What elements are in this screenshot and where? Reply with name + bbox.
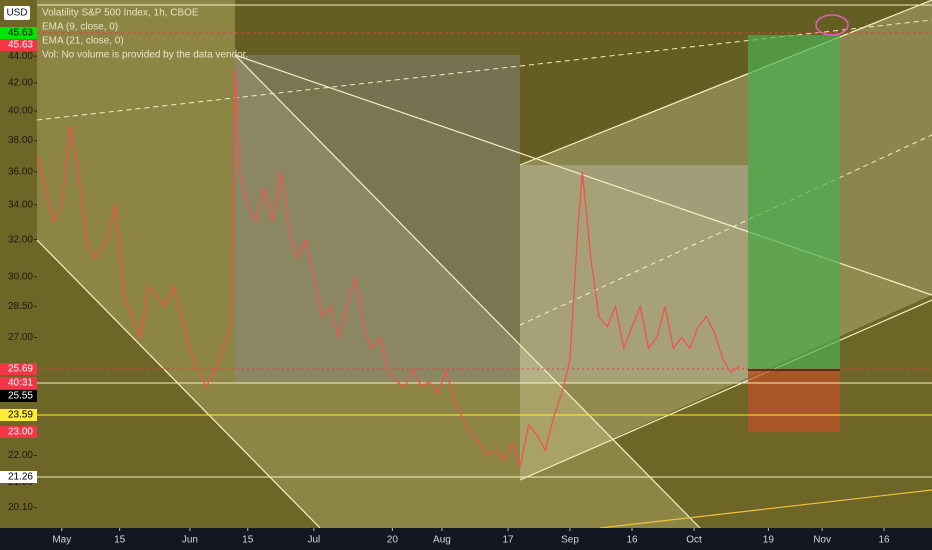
price-line [36,69,740,469]
long-position-stop [748,370,840,432]
trend-line [519,299,932,481]
y-tick-label: 32.00 [8,234,33,245]
y-tick-label: 27.00 [8,332,33,343]
price-label-box [0,363,37,375]
currency: USD [6,8,27,19]
price-label-box [0,39,37,51]
trend-line [234,54,701,529]
highlight-ellipse [815,14,849,36]
price-label: 25.55 [8,391,33,402]
long-position-target [748,35,840,370]
price-label: 23.59 [8,410,33,421]
range-box [520,165,748,383]
trend-line [36,239,321,529]
descending-channel [37,0,700,528]
y-tick-label: 36.00 [8,166,33,177]
channel-midline [519,134,932,326]
x-tick-label: Jun [182,535,198,546]
price-label-box [0,409,37,421]
price-label-box [0,27,37,39]
x-tick-label: 15 [242,535,254,546]
x-tick-label: Nov [813,535,831,546]
drawings [36,0,932,529]
price-label-box [0,426,37,438]
price-label: 23.00 [8,427,33,438]
x-tick-label: 16 [879,535,891,546]
y-tick-label: 30.00 [8,271,33,282]
y-tick-label: 22.00 [8,450,33,461]
x-tick-label: Jul [307,535,320,546]
x-tick-label: 19 [763,535,775,546]
x-tick-label: Sep [561,535,579,546]
price-label: 25.69 [8,364,33,375]
price-label-box [0,377,37,389]
x-tick-label: 16 [626,535,638,546]
x-tick-label: 17 [502,535,514,546]
x-tick-label: Aug [433,535,451,546]
legend-line: EMA (9, close, 0) [42,22,118,33]
y-tick-label: 34.00 [8,199,33,210]
x-tick-label: 15 [114,535,126,546]
x-tick-label: 20 [387,535,399,546]
time-axis [0,528,932,550]
price-label: 21.26 [8,472,33,483]
y-tick-label: 42.00 [8,78,33,89]
range-box [235,55,520,383]
price-label-box [0,471,37,483]
price-label: 45.63 [8,40,33,51]
price-label-box [0,390,37,402]
price-label: 40:31 [8,378,33,389]
chart-title: Volatility S&P 500 Index, 1h, CBOE [42,8,199,19]
x-tick-label: Oct [686,535,702,546]
y-tick-label: 20.10 [8,502,33,513]
currency-box [4,6,30,20]
y-tick-label: 44.00 [8,51,33,62]
x-tick-label: May [52,535,71,546]
price-label: 45.63 [8,28,33,39]
y-tick-label: 28.50 [8,301,33,312]
legend-line: Vol: No volume is provided by the data v… [42,50,248,61]
y-tick-label: 38.00 [8,135,33,146]
trend-line [599,489,932,529]
legend-line: EMA (21, close, 0) [42,36,124,47]
y-tick-label: 40.00 [8,106,33,117]
